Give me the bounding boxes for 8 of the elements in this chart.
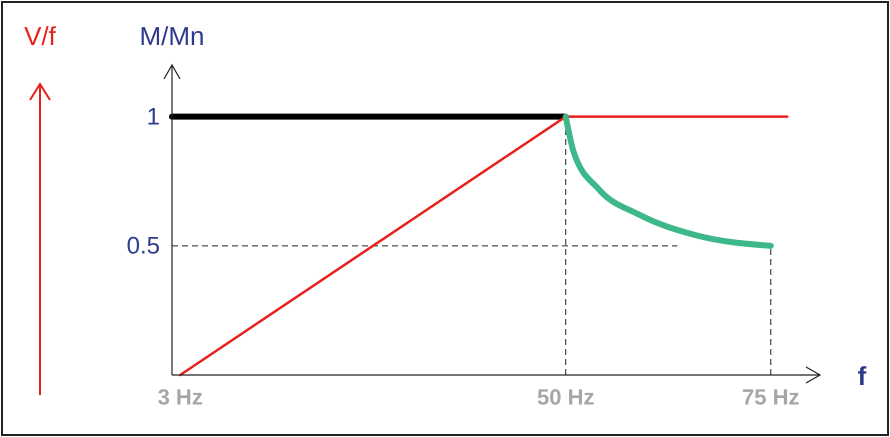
x-axis-title: f	[858, 361, 867, 391]
y-tick-label: 1	[146, 103, 160, 130]
x-tick-label: 75 Hz	[742, 384, 800, 410]
y-tick-label: 0.5	[126, 232, 160, 260]
x-tick-label: 3 Hz	[158, 384, 203, 410]
x-tick-label: 50 Hz	[536, 384, 594, 410]
text: V/f	[24, 21, 57, 51]
y-axis-title: M/Mn	[140, 21, 204, 51]
